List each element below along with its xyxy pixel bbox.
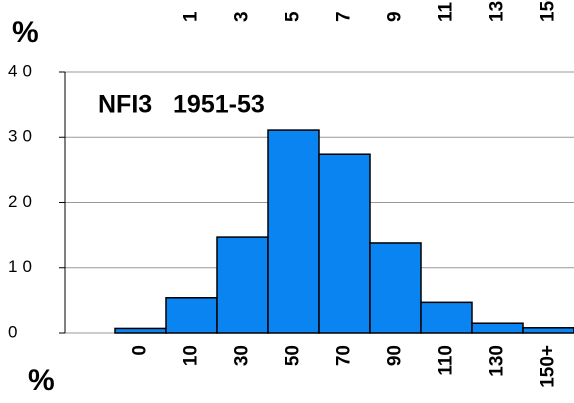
x-tick-label: 50 [283, 345, 304, 366]
bar [369, 242, 422, 334]
x-axis-label: % [28, 364, 55, 397]
y-tick-label: 0 [8, 322, 22, 341]
bar [216, 236, 269, 334]
bar [522, 327, 574, 334]
cropped-label: 150 [538, 0, 559, 22]
cropped-label: 7 [334, 11, 355, 22]
x-tick-label: 10 [181, 345, 202, 366]
y-tick-label: 10 [8, 257, 37, 276]
bar [267, 129, 320, 334]
x-tick-label: 70 [334, 345, 355, 366]
cropped-label: 3 [232, 11, 253, 22]
x-tick-label: 150+ [538, 345, 559, 388]
y-tick-label: 40 [8, 61, 37, 80]
bar [420, 301, 473, 334]
y-axis-label: % [12, 16, 39, 49]
x-tick-label: 0 [130, 345, 151, 356]
bar [318, 153, 371, 334]
x-tick-label: 130 [487, 345, 508, 377]
bar [114, 327, 167, 334]
bar [165, 297, 218, 334]
chart-title: NFI3 1951-53 [98, 91, 265, 119]
bar [471, 322, 524, 334]
cropped-label: 11 [436, 1, 457, 22]
y-tick-label: 30 [8, 127, 37, 146]
y-tick-label: 20 [8, 192, 37, 211]
cropped-label: 9 [385, 11, 406, 22]
x-tick-label: 90 [385, 345, 406, 366]
x-tick-label: 30 [232, 345, 253, 366]
cropped-label: 1 [181, 11, 202, 22]
x-tick-label: 110 [436, 345, 457, 376]
cropped-label: 13 [487, 1, 508, 22]
cropped-label: 5 [283, 11, 304, 22]
